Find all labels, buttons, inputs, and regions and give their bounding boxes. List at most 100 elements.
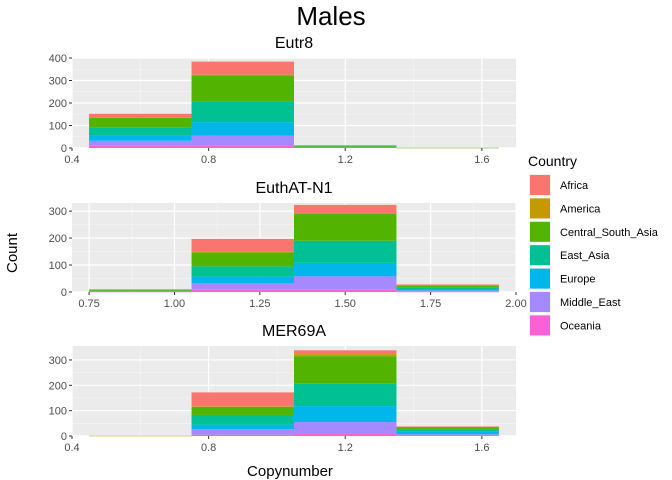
x-tick-label: 1.50 bbox=[335, 298, 356, 310]
legend-item: Europe bbox=[529, 267, 595, 290]
y-tick-label: 0 bbox=[61, 287, 67, 299]
y-tick-label: 200 bbox=[49, 380, 67, 392]
bar-segment bbox=[396, 427, 499, 430]
bar-segment bbox=[294, 383, 397, 407]
y-tick-label: 100 bbox=[49, 121, 67, 133]
bar-segment bbox=[396, 435, 499, 436]
x-tick-label: 1.2 bbox=[338, 154, 353, 166]
bar-segment bbox=[191, 75, 294, 102]
bar-segment bbox=[294, 204, 397, 213]
bar-segment bbox=[396, 147, 499, 149]
legend-label: Europe bbox=[560, 274, 595, 286]
legend-label: America bbox=[560, 203, 601, 215]
bar-segment bbox=[294, 433, 397, 436]
x-tick-label: 1.00 bbox=[164, 298, 185, 310]
bar-segment bbox=[89, 289, 192, 291]
x-tick-label: 0.4 bbox=[64, 154, 79, 166]
legend-items: Africa America Central_South_Asia East_Asia… bbox=[529, 174, 659, 337]
bar-segment bbox=[294, 276, 397, 290]
x-tick-label: 0.4 bbox=[64, 442, 79, 454]
bar-segment bbox=[89, 289, 192, 291]
bar-segment bbox=[294, 146, 397, 148]
bar-segment bbox=[191, 251, 294, 253]
facet-2: EuthAT-N1 0 100 200 300 0.75 1.00 1.25 1.50 1.75 2… bbox=[49, 180, 527, 310]
y-tick-label: 200 bbox=[49, 98, 67, 110]
legend-swatch bbox=[530, 175, 550, 195]
bar-segment bbox=[89, 290, 192, 292]
bar-segment bbox=[396, 284, 499, 286]
y-tick-label: 100 bbox=[49, 406, 67, 418]
bar-segment bbox=[191, 238, 294, 252]
y-tick-label: 0 bbox=[61, 143, 67, 155]
bar-segment bbox=[294, 406, 397, 423]
y-tick-label: 300 bbox=[49, 76, 67, 88]
bar-segment bbox=[396, 434, 499, 436]
bar-segment bbox=[89, 117, 192, 128]
x-tick-label: 2.00 bbox=[505, 298, 526, 310]
bar-segment bbox=[294, 422, 397, 434]
bar-segment bbox=[294, 262, 397, 277]
bar-segment bbox=[294, 147, 397, 149]
bar-segment bbox=[294, 145, 397, 147]
bar-segment bbox=[396, 285, 499, 286]
bar-segment bbox=[396, 426, 499, 428]
bar-segment bbox=[191, 266, 294, 277]
bar-segment bbox=[294, 240, 397, 263]
facet-1: Eutr8 0 100 200 300 400 0.4 0.8 1.2 1.6 bbox=[49, 35, 516, 166]
x-tick-label: 0.75 bbox=[78, 298, 99, 310]
legend-label: Africa bbox=[560, 180, 589, 192]
x-tick-label: 0.8 bbox=[201, 442, 216, 454]
legend: Country Africa America Central_South_Asia E… bbox=[528, 153, 659, 337]
facet-panels: Eutr8 0 100 200 300 400 0.4 0.8 1.2 1.6 EuthAT-N1 0… bbox=[49, 35, 527, 454]
bar-segment bbox=[294, 212, 397, 214]
legend-item: Oceania bbox=[529, 314, 602, 337]
bar-segment bbox=[191, 414, 294, 425]
legend-swatch bbox=[530, 198, 550, 219]
legend-label: Oceania bbox=[560, 320, 602, 332]
bar-segment bbox=[396, 291, 499, 293]
x-tick-label: 1.6 bbox=[474, 442, 489, 454]
bar-segment bbox=[191, 424, 294, 430]
x-tick-label: 1.6 bbox=[474, 154, 489, 166]
bar-segment bbox=[191, 145, 294, 148]
bar-segment bbox=[191, 122, 294, 136]
bar-segment bbox=[191, 252, 294, 267]
bar-segment bbox=[396, 289, 499, 291]
legend-item: Middle_East bbox=[529, 291, 621, 313]
bar-segment bbox=[89, 135, 192, 141]
y-tick-label: 300 bbox=[49, 206, 67, 218]
bar-segment bbox=[294, 350, 397, 355]
legend-label: Middle_East bbox=[560, 297, 621, 309]
x-tick-label: 1.75 bbox=[420, 298, 441, 310]
bar-segment bbox=[191, 392, 294, 407]
y-axis-label: Count bbox=[4, 232, 21, 273]
legend-swatch bbox=[530, 245, 550, 266]
bar-segment bbox=[396, 290, 499, 292]
bar-segment bbox=[89, 291, 192, 292]
bar-segment bbox=[89, 117, 192, 118]
bar-segment bbox=[294, 213, 397, 241]
bar-segment bbox=[294, 289, 397, 292]
legend-label: East_Asia bbox=[560, 250, 610, 262]
bar-segment bbox=[191, 289, 294, 292]
bar-segment bbox=[191, 406, 294, 415]
legend-swatch bbox=[530, 268, 550, 289]
facet-title: MER69A bbox=[262, 323, 326, 340]
bar-segment bbox=[89, 290, 192, 292]
legend-swatch bbox=[530, 292, 550, 312]
bar-segment bbox=[191, 283, 294, 290]
legend-item: East_Asia bbox=[529, 244, 610, 267]
bar-segment bbox=[294, 354, 397, 357]
bar-segment bbox=[396, 431, 499, 435]
bar-segment bbox=[89, 435, 192, 437]
x-tick-label: 0.8 bbox=[201, 154, 216, 166]
facet-title: EuthAT-N1 bbox=[255, 180, 332, 197]
bar-segment bbox=[89, 291, 192, 293]
bar-segment bbox=[396, 285, 499, 288]
legend-title: Country bbox=[528, 153, 577, 169]
bar-segment bbox=[191, 135, 294, 146]
legend-item: Central_South_Asia bbox=[529, 220, 659, 243]
bar-segment bbox=[89, 289, 192, 290]
facet-3: MER69A 0 100 200 300 0.4 0.8 1.2 1.6 bbox=[49, 323, 516, 454]
bar-segment bbox=[89, 127, 192, 136]
